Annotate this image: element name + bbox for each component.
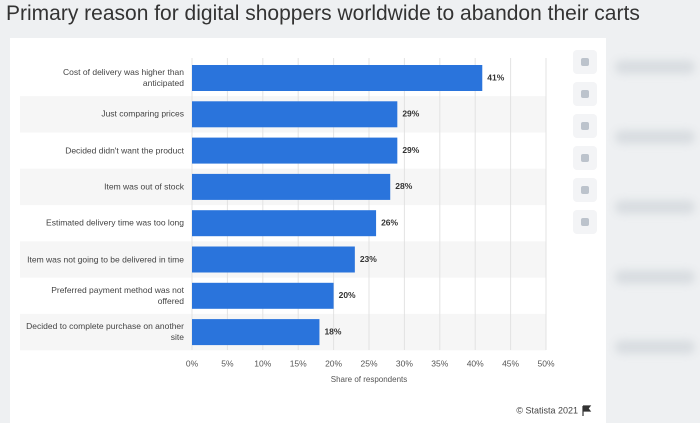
x-tick-label: 5% <box>221 358 234 368</box>
x-tick-label: 35% <box>431 358 448 368</box>
x-tick-label: 30% <box>396 358 413 368</box>
x-tick-label: 45% <box>502 358 519 368</box>
alert-button[interactable] <box>573 82 597 106</box>
sidebar-blur <box>615 130 695 144</box>
source: © Statista 2021 <box>516 405 578 415</box>
x-tick-label: 0% <box>186 358 199 368</box>
flag-icon <box>582 405 592 416</box>
value-label: 18% <box>324 326 341 336</box>
x-tick-label: 50% <box>537 358 554 368</box>
value-label: 26% <box>381 217 398 227</box>
bar <box>192 173 391 200</box>
sidebar-blur <box>615 60 695 74</box>
value-label: 41% <box>487 72 504 82</box>
x-tick-label: 40% <box>467 358 484 368</box>
category-label: Decided to complete purchase on another … <box>26 321 184 343</box>
bar <box>192 65 483 91</box>
sidebar-blur <box>615 340 695 354</box>
x-tick-label: 10% <box>254 358 271 368</box>
x-axis-label: Share of respondents <box>331 375 408 384</box>
category-label: Decided didn't want the product <box>65 145 184 156</box>
bar <box>192 246 355 273</box>
settings-button[interactable] <box>573 114 597 138</box>
value-label: 28% <box>395 181 412 191</box>
category-label: Item was out of stock <box>104 181 184 192</box>
bar <box>192 319 320 346</box>
bar <box>192 101 398 128</box>
favorite-button[interactable] <box>573 50 597 74</box>
bar <box>192 210 377 237</box>
share-button[interactable] <box>573 146 597 170</box>
category-label: Just comparing prices <box>101 108 184 119</box>
chart-title: Primary reason for digital shoppers worl… <box>6 2 640 25</box>
sidebar-blur <box>615 200 695 214</box>
value-label: 29% <box>402 145 419 155</box>
value-label: 23% <box>360 254 377 264</box>
x-tick-label: 25% <box>360 358 377 368</box>
category-label: Item was not going to be delivered in ti… <box>27 254 184 264</box>
value-label: 29% <box>402 109 419 119</box>
category-label: Estimated delivery time was too long <box>46 217 184 228</box>
sidebar-blur <box>615 270 695 284</box>
category-label: Preferred payment method was not offered <box>51 284 184 306</box>
bar <box>192 137 398 164</box>
cite-button[interactable] <box>573 178 597 202</box>
value-label: 20% <box>339 290 356 300</box>
print-button[interactable] <box>573 210 597 234</box>
category-label: Cost of delivery was higher than anticip… <box>63 67 184 88</box>
x-tick-label: 20% <box>325 358 342 368</box>
bar <box>192 282 334 309</box>
x-tick-label: 15% <box>290 358 307 368</box>
